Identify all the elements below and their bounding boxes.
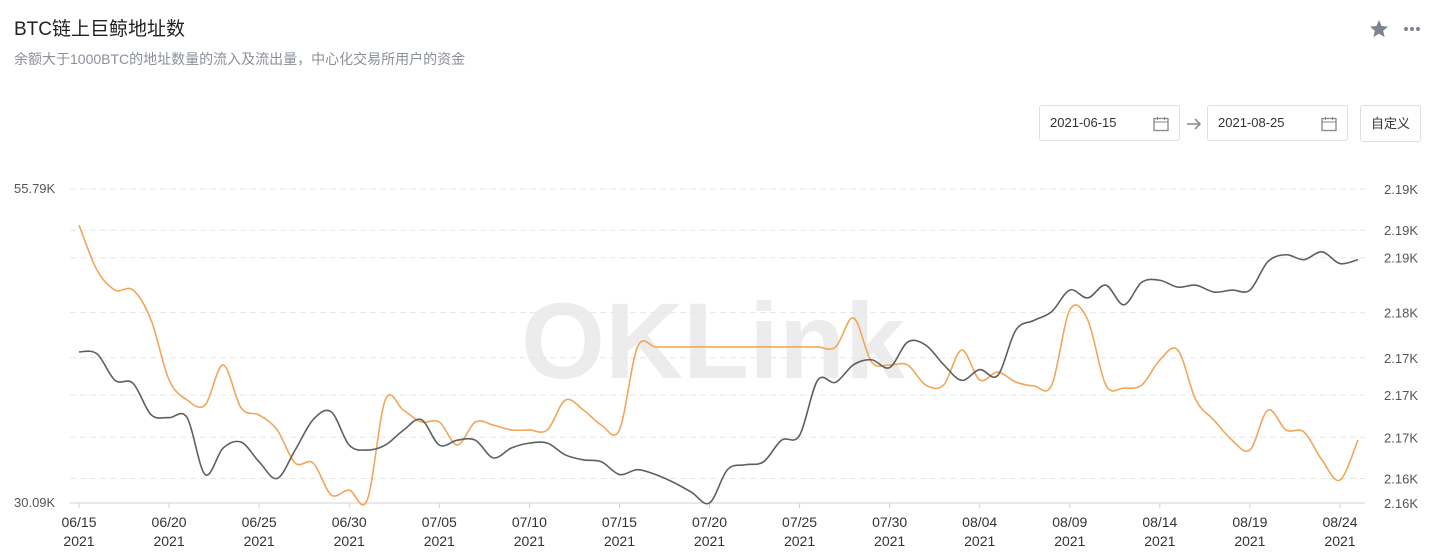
end-date-text: 2021-08-25 (1218, 115, 1285, 130)
x-tick-year: 2021 (153, 533, 184, 549)
x-tick-label: 07/05 (422, 514, 457, 530)
more-icon[interactable] (1404, 27, 1420, 31)
series-line (78, 250, 1359, 505)
x-tick-label: 08/14 (1142, 514, 1177, 530)
y2-tick-label: 2.16K (1384, 496, 1418, 511)
x-tick-year: 2021 (424, 533, 455, 549)
title: BTC链上巨鲸地址数 (14, 19, 186, 40)
x-tick-label: 07/30 (872, 514, 907, 530)
x-tick-label: 07/25 (782, 514, 817, 530)
x-tick-year: 2021 (1324, 533, 1355, 549)
y2-tick-label: 2.16K (1384, 471, 1418, 486)
y-tick-label: 30.09K (14, 495, 56, 510)
x-tick-year: 2021 (514, 533, 545, 549)
start-date[interactable]: 2021-06-15 (1039, 105, 1180, 141)
series-line (78, 224, 1359, 506)
x-tick-label: 06/25 (242, 514, 277, 530)
x-tick-label: 07/10 (512, 514, 547, 530)
chart: OKLink 2.16K 2.16K 2.17K 2.17K 2.17K 2.18K 2.19… (14, 181, 1418, 549)
x-tick-label: 06/15 (61, 514, 96, 530)
calendar-icon (1321, 117, 1337, 132)
x-tick-year: 2021 (244, 533, 275, 549)
calendar-icon (1153, 117, 1169, 132)
range-arrow (1187, 118, 1202, 130)
x-tick-label: 07/15 (602, 514, 637, 530)
y2-tick-label: 2.19K (1384, 223, 1418, 238)
x-tick-year: 2021 (1234, 533, 1265, 549)
y2-tick-label: 2.19K (1384, 182, 1418, 197)
y2-tick-label: 2.17K (1384, 388, 1418, 403)
x-tick-label: 06/20 (152, 514, 187, 530)
x-tick-label: 08/24 (1322, 514, 1357, 530)
y2-tick-label: 2.18K (1384, 306, 1418, 321)
start-date-text: 2021-06-15 (1050, 115, 1117, 130)
x-tick-year: 2021 (874, 533, 905, 549)
x-tick-year: 2021 (604, 533, 635, 549)
custom-button[interactable]: 自定义 (1360, 105, 1421, 142)
x-tick-label: 08/09 (1052, 514, 1087, 530)
x-tick-label: 08/04 (962, 514, 997, 530)
header-icons (1370, 20, 1420, 37)
x-tick-year: 2021 (63, 533, 94, 549)
favorite-icon[interactable] (1370, 20, 1388, 37)
x-tick-year: 2021 (784, 533, 815, 549)
x-tick-year: 2021 (694, 533, 725, 549)
x-tick-label: 08/19 (1232, 514, 1267, 530)
watermark: OKLink (521, 280, 906, 401)
y2-tick-label: 2.17K (1384, 351, 1418, 366)
y2-tick-label: 2.19K (1384, 251, 1418, 266)
subtitle: 余额大于1000BTC的地址数量的流入及流出量，中心化交易所用户的资金 (14, 51, 466, 67)
x-tick-label: 06/30 (332, 514, 367, 530)
y2-tick-label: 2.17K (1384, 430, 1418, 445)
y-tick-label: 55.79K (14, 181, 56, 196)
x-tick-year: 2021 (334, 533, 365, 549)
x-tick-year: 2021 (1144, 533, 1175, 549)
x-tick-year: 2021 (1054, 533, 1085, 549)
end-date[interactable]: 2021-08-25 (1207, 105, 1348, 141)
x-tick-year: 2021 (964, 533, 995, 549)
x-tick-label: 07/20 (692, 514, 727, 530)
